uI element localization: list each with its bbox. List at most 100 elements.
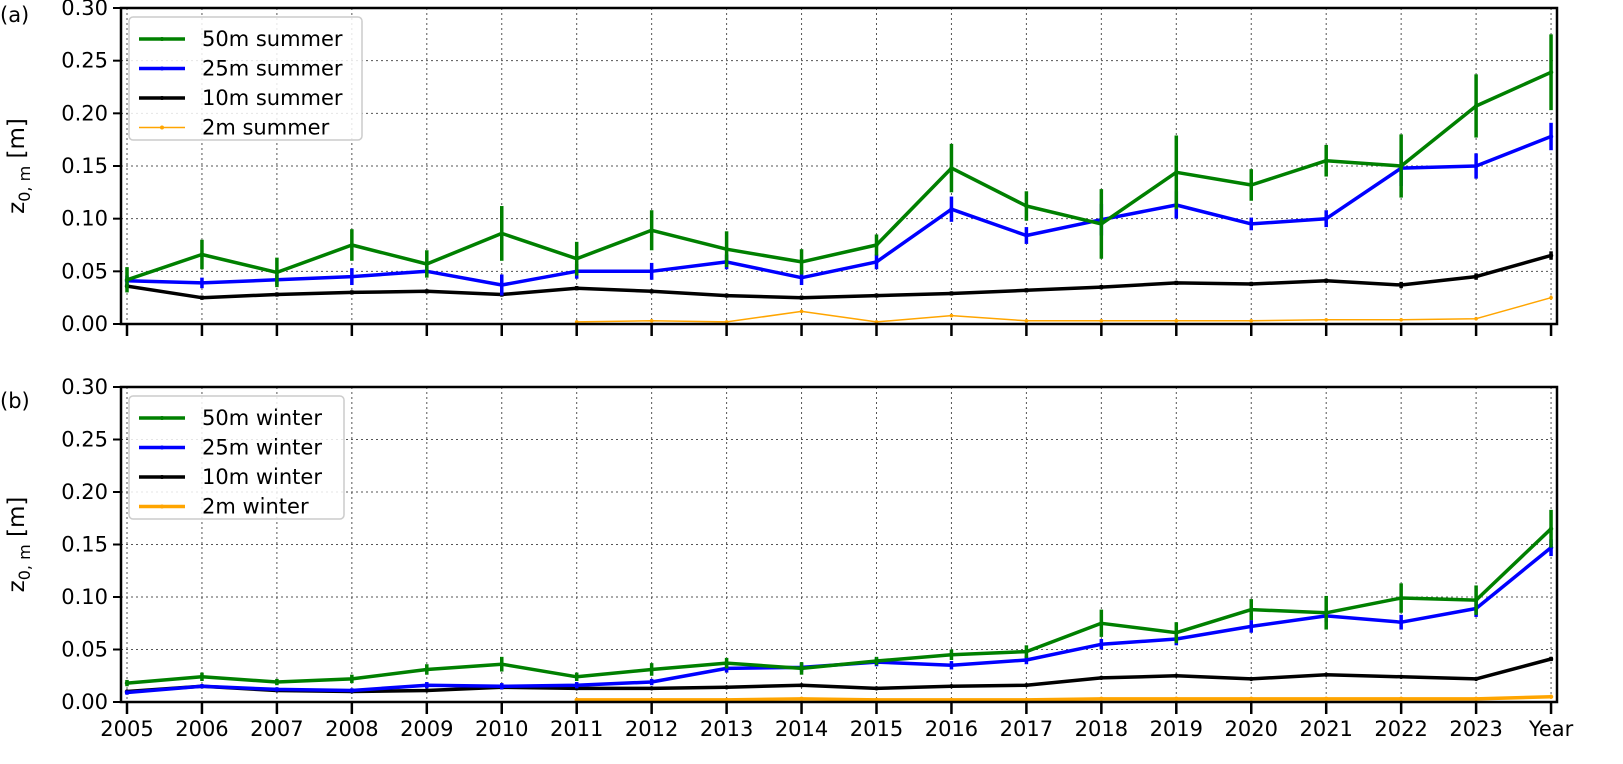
data-point — [649, 228, 654, 233]
data-point — [124, 690, 130, 695]
legend-label: 10m summer — [202, 86, 343, 110]
series-line — [126, 70, 1552, 282]
data-point — [1398, 163, 1404, 169]
data-point — [199, 295, 205, 300]
data-point — [799, 295, 804, 300]
legend: 50m winter 25m winter 10m winter 2m winter — [128, 395, 345, 520]
data-point — [1024, 288, 1029, 293]
data-point — [274, 679, 280, 685]
data-point — [1249, 182, 1254, 188]
x-tick-label: Year — [1528, 717, 1574, 741]
data-point — [949, 663, 954, 668]
data-point — [1548, 694, 1554, 699]
data-point — [1099, 221, 1104, 227]
x-tick-label: 2014 — [775, 717, 828, 741]
data-point — [124, 277, 130, 282]
data-point — [724, 247, 729, 252]
data-point — [499, 282, 504, 288]
legend-marker — [160, 475, 164, 479]
data-point — [1099, 621, 1104, 626]
legend-marker — [160, 37, 164, 41]
data-point — [874, 658, 879, 664]
data-point — [499, 231, 504, 236]
data-point — [124, 680, 130, 686]
data-point — [1024, 233, 1029, 238]
series-10m-summer — [124, 251, 1554, 300]
data-point — [349, 242, 355, 248]
series-2m-summer — [574, 295, 1553, 324]
series-line — [576, 695, 1552, 702]
x-tick-label: 2018 — [1075, 717, 1128, 741]
data-point — [949, 652, 954, 657]
data-point — [1473, 103, 1479, 109]
x-tick-label: 2006 — [175, 717, 228, 741]
series-line — [126, 527, 1553, 685]
data-point — [649, 679, 654, 685]
y-tick-label: 0.05 — [61, 638, 108, 662]
data-point — [1174, 280, 1179, 286]
legend: 50m summer 25m summer 10m summer 2m summer — [128, 16, 363, 141]
y-tick-label: 0.05 — [61, 259, 108, 283]
data-point — [949, 291, 954, 296]
legend-label: 50m winter — [202, 406, 322, 430]
y-tick-label: 0.20 — [61, 101, 108, 125]
x-tick-label: 2019 — [1150, 717, 1203, 741]
series-25m-winter — [124, 539, 1554, 695]
data-point — [1249, 281, 1254, 287]
data-point — [1024, 683, 1029, 688]
data-point — [1473, 676, 1479, 682]
data-point — [799, 309, 804, 314]
x-tick-label: 2013 — [700, 717, 753, 741]
data-point — [1324, 158, 1329, 163]
data-point — [649, 269, 654, 274]
y-tick-label: 0.10 — [61, 585, 108, 609]
series-50m-summer — [124, 34, 1554, 293]
data-point — [799, 666, 804, 671]
y-tick-label: 0.15 — [61, 154, 108, 178]
data-point — [1099, 319, 1104, 323]
data-point — [1548, 253, 1554, 258]
y-tick-label: 0.30 — [61, 0, 108, 20]
data-point — [799, 683, 804, 688]
x-tick-label: 2010 — [475, 717, 528, 741]
legend-marker — [160, 416, 164, 420]
data-point — [574, 285, 579, 291]
data-point — [1324, 610, 1329, 615]
y-tick-label: 0.15 — [61, 533, 108, 557]
data-point — [424, 683, 429, 688]
data-point — [949, 165, 954, 171]
data-point — [424, 261, 429, 267]
data-point — [1398, 282, 1404, 288]
legend-marker — [160, 445, 164, 450]
data-point — [349, 688, 355, 693]
x-tick-label: 2016 — [925, 717, 978, 741]
y-tick-label: 0.00 — [61, 312, 108, 336]
data-point — [199, 684, 205, 689]
data-point — [199, 252, 205, 257]
data-point — [649, 686, 654, 691]
data-point — [199, 280, 205, 286]
y-tick-label: 0.30 — [61, 375, 108, 399]
x-tick-label: 2023 — [1449, 717, 1502, 741]
data-point — [724, 660, 729, 666]
data-point — [1174, 630, 1179, 635]
data-point — [799, 696, 804, 702]
data-point — [1249, 624, 1254, 629]
legend-label: 50m summer — [202, 27, 343, 51]
x-tick-label: 2021 — [1299, 717, 1352, 741]
data-point — [1549, 295, 1553, 300]
data-point — [1398, 696, 1404, 702]
series-10m-winter — [124, 656, 1554, 694]
data-point — [1398, 595, 1404, 601]
panel-label-b: (b) — [0, 389, 30, 413]
legend-label: 2m summer — [202, 116, 330, 140]
y-tick-label: 0.25 — [61, 428, 108, 452]
data-point — [1249, 221, 1254, 227]
data-point — [1548, 526, 1554, 531]
y-tick-label: 0.10 — [61, 207, 108, 231]
data-point — [349, 676, 355, 682]
panel-b: (b) 0.00 0.05 0.10 0.15 0.20 0.25 0.30 2005 2006… — [0, 375, 1574, 741]
x-tick-label: 2009 — [400, 717, 453, 741]
data-point — [874, 686, 879, 691]
